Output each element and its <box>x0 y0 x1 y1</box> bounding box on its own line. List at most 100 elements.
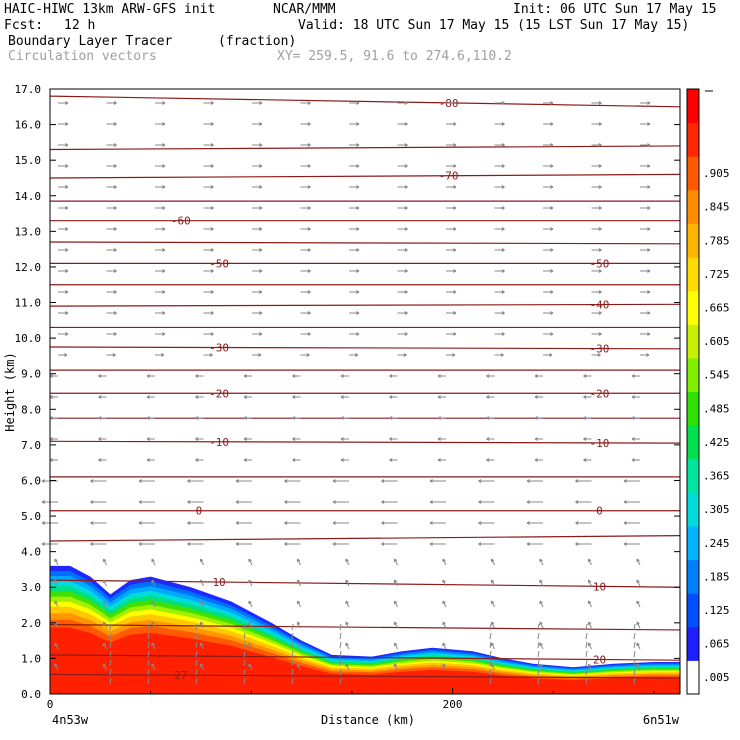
vector-arrow <box>349 185 360 189</box>
colorbar-label: .845 <box>703 201 730 214</box>
vector-arrow <box>146 395 155 399</box>
y-tick-label: 1.0 <box>21 652 41 665</box>
vector-arrow <box>147 623 150 631</box>
vector-arrow <box>349 353 359 357</box>
vector-arrow <box>349 122 360 126</box>
vector-arrow <box>389 416 398 420</box>
vector-arrow <box>446 101 457 105</box>
vector-arrow <box>155 227 166 231</box>
vector-arrow <box>349 332 360 336</box>
vector-arrow <box>49 374 58 378</box>
vector-arrow <box>543 185 554 189</box>
vector-arrow <box>292 437 301 441</box>
vector-arrow <box>494 101 505 105</box>
vector-arrow <box>446 353 456 357</box>
x-axis-left-location: 4n53w <box>52 713 89 727</box>
vector-arrow <box>397 290 408 294</box>
y-tick-label: 13.0 <box>15 225 42 238</box>
vector-arrow <box>195 437 204 441</box>
vector-arrow <box>252 248 263 252</box>
temperature-contour <box>49 145 681 151</box>
vector-arrow <box>437 416 446 420</box>
vector-arrow <box>58 290 69 294</box>
vector-arrow <box>446 311 457 315</box>
vector-arrow <box>345 621 350 629</box>
y-tick-label: 3.0 <box>21 581 41 594</box>
vector-arrow <box>155 290 166 294</box>
vector-arrow <box>591 353 601 357</box>
vector-arrow <box>397 185 408 189</box>
vector-arrow <box>195 416 204 420</box>
colorbar-swatch <box>687 324 699 359</box>
colorbar-swatch <box>687 290 699 325</box>
vector-arrow <box>446 290 457 294</box>
vector-arrow <box>587 558 592 566</box>
vector-arrow <box>494 185 505 189</box>
contour-label: -30 <box>209 341 229 354</box>
vector-arrow <box>109 632 112 640</box>
vector-arrow <box>155 353 165 357</box>
vector-arrow <box>585 632 588 640</box>
temperature-contour <box>49 173 681 179</box>
vector-arrow <box>151 600 156 608</box>
x-tick-label: 200 <box>443 698 463 711</box>
colorbar-label: .065 <box>703 638 730 651</box>
vector-arrow <box>291 668 294 676</box>
vector-arrow <box>539 642 544 650</box>
colorbar-swatch <box>687 626 699 661</box>
vector-arrow <box>429 521 446 525</box>
vector-arrow <box>490 621 495 629</box>
vector-arrow <box>332 500 349 504</box>
colorbar-swatch <box>687 156 699 191</box>
vector-arrow <box>187 542 204 546</box>
vector-arrow <box>291 650 294 658</box>
contour-label: 0 <box>196 505 203 518</box>
vector-arrow <box>397 122 408 126</box>
vector-arrow <box>397 143 408 147</box>
vector-arrow <box>575 542 592 546</box>
vector-arrow <box>340 458 349 462</box>
vector-arrow <box>199 642 204 650</box>
vector-arrow <box>494 332 505 336</box>
vector-arrow <box>537 668 540 676</box>
contour-label: -50 <box>590 257 610 270</box>
y-tick-label: 2.0 <box>21 617 41 630</box>
vector-arrow <box>543 353 553 357</box>
vector-arrow <box>534 437 543 441</box>
vector-arrow <box>631 395 640 399</box>
y-tick-label: 17.0 <box>15 83 42 96</box>
vector-arrow <box>534 374 543 378</box>
vector-arrow <box>526 479 543 483</box>
vector-arrow <box>102 558 107 566</box>
vector-arrow <box>155 101 166 105</box>
vector-arrow <box>292 416 301 420</box>
vector-arrow <box>252 164 263 168</box>
org-label: NCAR/MMM <box>273 2 336 17</box>
vector-arrow <box>252 332 263 336</box>
vector-arrow <box>486 437 495 441</box>
vector-arrow <box>636 663 641 671</box>
vector-arrow <box>591 185 602 189</box>
vector-arrow <box>429 542 446 546</box>
vector-arrow <box>106 206 117 210</box>
vector-arrow <box>155 164 166 168</box>
vector-arrow <box>98 458 107 462</box>
vector-arrow <box>300 248 311 252</box>
vector-arrow <box>291 632 294 640</box>
vector-arrow <box>489 659 492 667</box>
vector-arrow <box>490 642 495 650</box>
vector-arrow <box>442 642 447 650</box>
vector-arrow <box>494 269 505 273</box>
vector-arrow <box>155 122 166 126</box>
vector-arrow <box>332 521 349 525</box>
vector-arrow <box>243 641 246 649</box>
colorbar-swatch <box>687 257 699 292</box>
vector-arrow <box>243 659 246 667</box>
vector-arrow <box>591 290 602 294</box>
vector-arrow <box>332 542 349 546</box>
vector-arrow <box>146 437 155 441</box>
vector-arrow <box>292 458 301 462</box>
vector-arrow <box>49 416 58 420</box>
vector-arrow <box>437 374 446 378</box>
vector-arrow <box>543 290 554 294</box>
